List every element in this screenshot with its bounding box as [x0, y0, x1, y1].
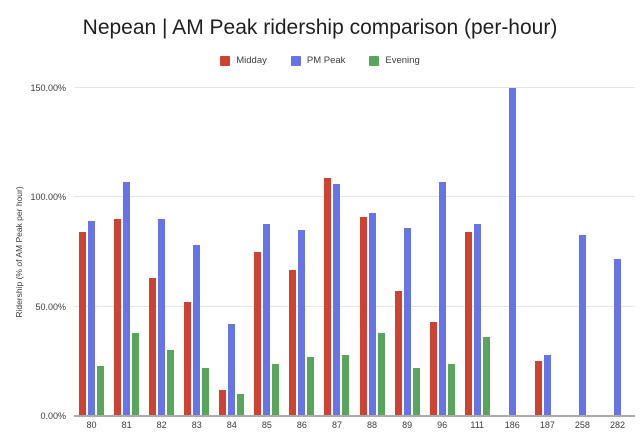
- x-tick-label-111: 111: [470, 420, 485, 430]
- bar-midday-187[interactable]: [534, 361, 542, 416]
- bar-evening-84[interactable]: [237, 394, 245, 416]
- bar-group-85: [249, 88, 284, 416]
- bar-midday-85[interactable]: [254, 252, 262, 416]
- bar-pm-peak-187[interactable]: [543, 354, 551, 416]
- bar-midday-96[interactable]: [429, 322, 437, 416]
- x-tick-label-96: 96: [437, 420, 448, 430]
- x-tick-label-187: 187: [539, 420, 555, 430]
- legend-swatch-icon: [220, 55, 231, 66]
- y-tick-label: 0.00%: [40, 411, 66, 421]
- x-tick-label-89: 89: [402, 420, 413, 430]
- bar-group-82: [144, 88, 179, 416]
- legend-item-evening[interactable]: Evening: [369, 55, 420, 66]
- bar-midday-87[interactable]: [324, 177, 332, 416]
- bar-group-86: [284, 88, 319, 416]
- x-tick-label-80: 80: [86, 420, 97, 430]
- bar-group-111: [460, 88, 495, 416]
- bar-pm-peak-88[interactable]: [368, 212, 376, 416]
- bar-group-83: [179, 88, 214, 416]
- legend-item-pm-peak[interactable]: PM Peak: [290, 55, 346, 66]
- bar-pm-peak-89[interactable]: [403, 227, 411, 416]
- bar-evening-87[interactable]: [342, 354, 350, 416]
- bar-evening-83[interactable]: [202, 367, 210, 416]
- bar-evening-85[interactable]: [272, 363, 280, 416]
- bar-pm-peak-82[interactable]: [158, 219, 166, 416]
- bar-evening-88[interactable]: [377, 332, 385, 416]
- chart-legend: Midday PM Peak Evening: [0, 55, 640, 66]
- bar-midday-82[interactable]: [149, 278, 157, 416]
- legend-item-midday[interactable]: Midday: [220, 55, 267, 66]
- x-tick-label-85: 85: [261, 420, 272, 430]
- bar-group-80: [74, 88, 109, 416]
- bar-pm-peak-96[interactable]: [438, 182, 446, 416]
- bar-pm-peak-84[interactable]: [228, 324, 236, 416]
- bar-evening-86[interactable]: [307, 357, 315, 416]
- bar-pm-peak-258[interactable]: [578, 234, 586, 416]
- bar-group-88: [355, 88, 390, 416]
- bar-group-282: [600, 88, 635, 416]
- bar-group-187: [530, 88, 565, 416]
- bar-pm-peak-282[interactable]: [613, 258, 621, 416]
- bar-pm-peak-85[interactable]: [263, 223, 271, 416]
- y-tick-label: 100.00%: [30, 192, 66, 203]
- bar-group-258: [565, 88, 600, 416]
- gridline: [74, 196, 635, 198]
- gridline: [74, 305, 635, 307]
- x-tick-label-282: 282: [609, 420, 625, 430]
- bar-evening-96[interactable]: [447, 363, 455, 416]
- legend-label: Evening: [385, 55, 420, 66]
- bar-midday-111[interactable]: [464, 232, 472, 416]
- bar-midday-83[interactable]: [184, 302, 192, 416]
- bar-group-186: [495, 88, 530, 416]
- plot-area: [74, 87, 635, 417]
- bar-evening-89[interactable]: [412, 367, 420, 416]
- bar-midday-81[interactable]: [114, 219, 122, 416]
- bar-group-81: [109, 88, 144, 416]
- legend-label: Midday: [236, 55, 267, 66]
- x-tick-label-81: 81: [121, 420, 132, 430]
- bar-midday-84[interactable]: [219, 389, 227, 416]
- bar-group-89: [390, 88, 425, 416]
- chart-title: Nepean | AM Peak ridership comparison (p…: [82, 16, 558, 39]
- bar-midday-80[interactable]: [79, 232, 87, 416]
- bar-pm-peak-83[interactable]: [193, 245, 201, 416]
- bar-midday-86[interactable]: [289, 269, 297, 416]
- bar-evening-82[interactable]: [167, 350, 175, 416]
- bar-pm-peak-87[interactable]: [333, 184, 341, 416]
- x-axis-line: [74, 415, 635, 417]
- x-tick-label-82: 82: [156, 420, 167, 430]
- bar-group-84: [214, 88, 249, 416]
- y-axis-title: Ridership (% of AM Peak per hour): [14, 186, 24, 318]
- bar-group-96: [425, 88, 460, 416]
- bar-group-87: [319, 88, 354, 416]
- x-tick-label-86: 86: [296, 420, 307, 430]
- x-tick-label-186: 186: [504, 420, 520, 430]
- x-tick-label-84: 84: [226, 420, 237, 430]
- bar-midday-89[interactable]: [394, 291, 402, 416]
- x-tick-label-258: 258: [574, 420, 590, 430]
- x-tick-label-83: 83: [191, 420, 202, 430]
- bar-evening-81[interactable]: [132, 332, 140, 416]
- x-tick-label-87: 87: [331, 420, 342, 430]
- x-tick-label-88: 88: [367, 420, 378, 430]
- bar-evening-80[interactable]: [97, 365, 105, 416]
- bar-pm-peak-111[interactable]: [473, 223, 481, 416]
- y-tick-label: 150.00%: [30, 83, 66, 93]
- bar-midday-88[interactable]: [359, 217, 367, 416]
- bar-pm-peak-81[interactable]: [123, 182, 131, 416]
- legend-label: PM Peak: [306, 55, 346, 66]
- y-tick-label: 50.00%: [35, 301, 66, 312]
- bar-pm-peak-186[interactable]: [508, 88, 516, 416]
- bar-evening-111[interactable]: [482, 337, 490, 416]
- bar-pm-peak-80[interactable]: [88, 221, 96, 416]
- x-axis-ticks: 80 81 82 83 84 85 86 87 88 89 96 111 186 187 258 282: [74, 420, 635, 434]
- legend-swatch-icon: [290, 55, 301, 66]
- legend-swatch-icon: [369, 55, 380, 66]
- bar-pm-peak-86[interactable]: [298, 230, 306, 416]
- gridline: [74, 87, 635, 88]
